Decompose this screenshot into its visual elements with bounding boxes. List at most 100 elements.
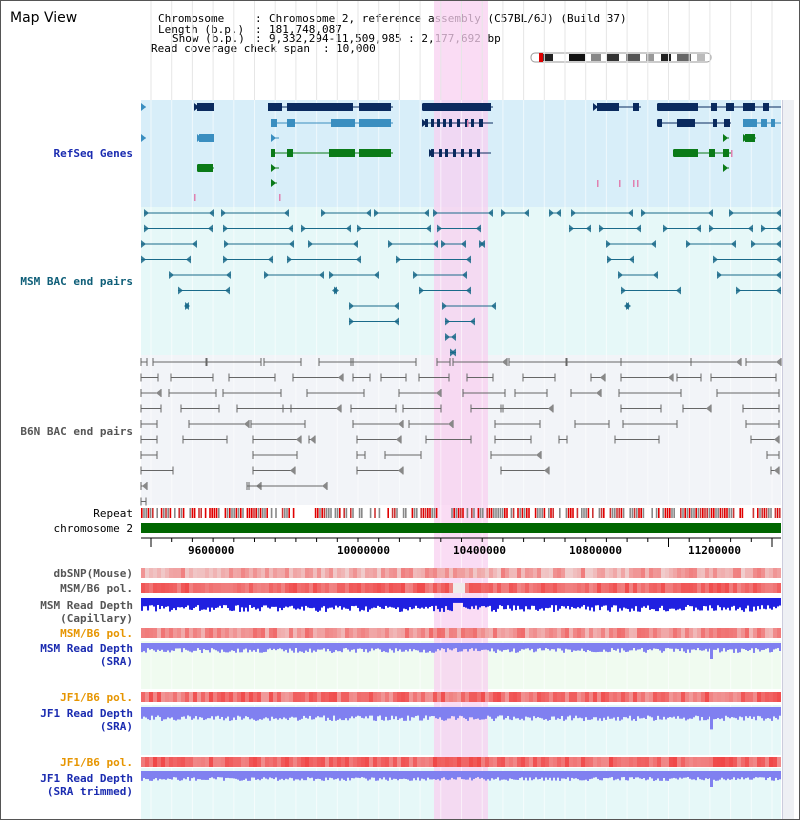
track-label-jf1-b6-pol-2[interactable]: JF1/B6 pol.	[60, 756, 133, 769]
repeat-mark	[682, 508, 684, 518]
depth-bar	[629, 707, 631, 716]
depth-bar	[161, 707, 163, 721]
track-label-msm-depth-cap[interactable]: MSM Read Depth	[40, 599, 133, 612]
track-label-b6n-bac[interactable]: B6N BAC end pairs	[20, 425, 133, 438]
repeat-mark	[149, 508, 152, 518]
heatmap-cell	[773, 568, 777, 578]
depth-bar	[317, 707, 319, 717]
depth-bar	[169, 771, 171, 779]
track-label-jf1-depth-sra[interactable]: JF1 Read Depth	[40, 707, 133, 720]
track-label-msm-depth-sra[interactable]: MSM Read Depth	[40, 642, 133, 655]
depth-bar	[651, 771, 653, 779]
heatmap-cell	[585, 757, 589, 767]
vertical-scrollbar[interactable]	[782, 100, 794, 819]
track-label-msm-b6-pol-1[interactable]: MSM/B6 pol.	[60, 582, 133, 595]
depth-bar	[613, 643, 615, 651]
heatmap-cell	[277, 628, 281, 638]
depth-bar	[555, 598, 557, 606]
depth-bar	[725, 707, 727, 716]
heatmap-cell	[589, 568, 593, 578]
depth-bar	[145, 643, 147, 653]
track-label-jf1-depth-trim[interactable]: JF1 Read Depth	[40, 772, 133, 785]
heatmap-cell	[737, 692, 741, 702]
repeat-mark	[724, 508, 726, 518]
depth-bar	[667, 707, 669, 718]
heatmap-cell	[413, 692, 417, 702]
heatmap-cell	[641, 757, 645, 767]
depth-bar	[317, 643, 319, 650]
track-label-msm-b6-pol-2[interactable]: MSM/B6 pol.	[60, 627, 133, 640]
depth-bar	[677, 707, 679, 717]
heatmap-cell	[701, 583, 705, 593]
track-label-jf1-b6-pol-1[interactable]: JF1/B6 pol.	[60, 691, 133, 704]
repeat-mark	[193, 508, 196, 518]
bac-end-left	[289, 240, 294, 248]
gene-exon	[745, 134, 755, 142]
heatmap-cell	[369, 692, 373, 702]
depth-bar	[721, 771, 723, 778]
depth-bar	[601, 643, 603, 652]
heatmap-cell	[365, 568, 369, 578]
heatmap-cell	[269, 628, 273, 638]
heatmap-cell	[317, 568, 321, 578]
bac-end-left	[184, 302, 189, 310]
depth-bar	[325, 771, 327, 778]
heatmap-cell	[433, 692, 437, 702]
depth-bar	[201, 643, 203, 653]
heatmap-cell	[313, 583, 317, 593]
depth-bar	[475, 771, 477, 778]
depth-bar	[581, 598, 583, 607]
depth-bar	[319, 771, 321, 780]
depth-bar	[325, 643, 327, 652]
heatmap-cell	[305, 568, 309, 578]
depth-bar	[587, 598, 589, 607]
depth-bar	[217, 598, 219, 608]
depth-bar	[741, 707, 743, 718]
track-label-chromosome[interactable]: chromosome 2	[53, 522, 133, 535]
depth-bar	[543, 598, 545, 611]
heatmap-cell	[149, 628, 153, 638]
heatmap-cell	[341, 628, 345, 638]
depth-bar	[545, 643, 547, 649]
track-label-repeat[interactable]: Repeat	[93, 507, 133, 520]
depth-bar	[731, 771, 733, 780]
heatmap-cell	[301, 757, 305, 767]
repeat-mark	[345, 508, 348, 518]
heatmap-cell	[529, 583, 533, 593]
depth-bar	[613, 771, 615, 781]
heatmap-cell	[673, 583, 677, 593]
heatmap-cell	[669, 757, 673, 767]
depth-bar	[297, 643, 299, 653]
depth-bar	[215, 598, 217, 608]
track-label-msm-bac[interactable]: MSM BAC end pairs	[20, 275, 133, 288]
depth-bar	[645, 643, 647, 653]
gene-strand-arrow	[271, 179, 276, 187]
depth-bar	[331, 598, 333, 608]
depth-bar	[217, 771, 219, 778]
track-label-refseq[interactable]: RefSeq Genes	[53, 147, 133, 160]
repeat-mark	[160, 508, 163, 518]
heatmap-cell	[749, 692, 753, 702]
heatmap-cell	[709, 568, 713, 578]
track-label-dbsnp[interactable]: dbSNP(Mouse)	[53, 567, 133, 580]
gene-marker	[633, 180, 635, 187]
depth-bar	[435, 771, 437, 780]
heatmap-cell	[573, 583, 577, 593]
depth-bar	[703, 707, 705, 721]
heatmap-cell	[737, 568, 741, 578]
depth-bar	[259, 643, 261, 653]
depth-bar	[441, 707, 443, 720]
depth-bar	[433, 707, 435, 717]
heatmap-cell	[429, 692, 433, 702]
heatmap-cell	[149, 757, 153, 767]
heatmap-cell	[285, 583, 289, 593]
heatmap-cell	[409, 628, 413, 638]
depth-bar	[435, 707, 437, 719]
depth-bar	[533, 771, 535, 780]
depth-bar	[493, 598, 495, 610]
repeat-mark	[523, 508, 526, 518]
depth-bar	[503, 643, 505, 651]
heatmap-cell	[321, 583, 325, 593]
depth-bar	[731, 598, 733, 607]
